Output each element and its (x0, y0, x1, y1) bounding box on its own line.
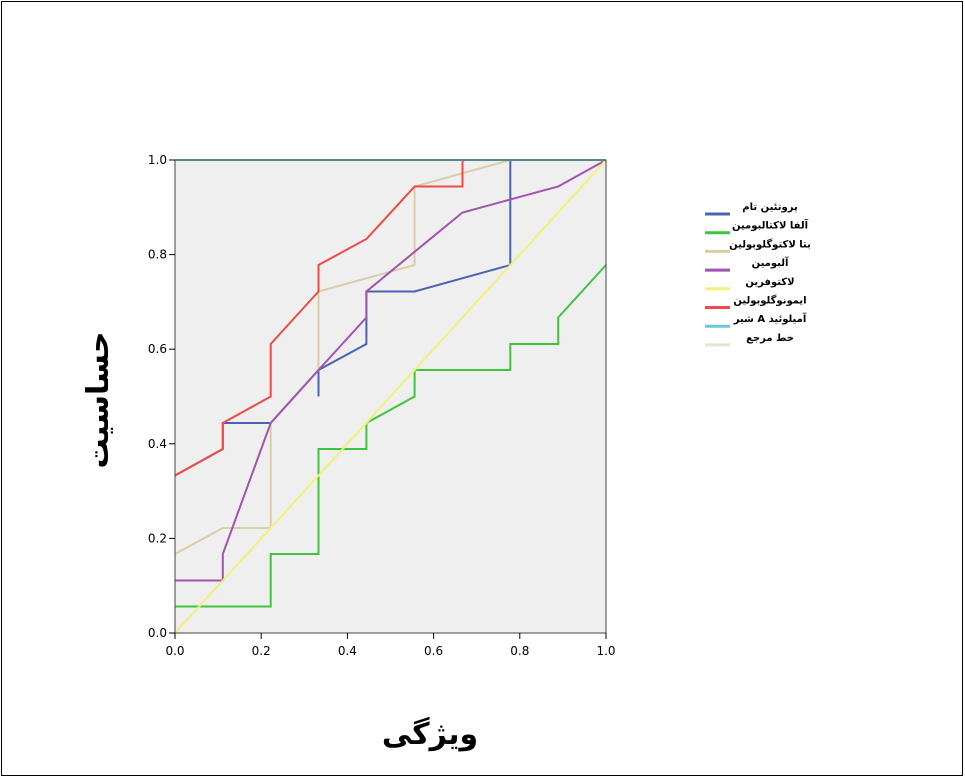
plot-border (174, 159, 607, 634)
y-tick-label: 0.0 (148, 626, 167, 640)
y-axis-label: حساسیت (81, 332, 116, 469)
x-tick-label: 0.8 (510, 644, 529, 658)
y-tick-label: 0.4 (148, 437, 167, 451)
y-tick-label: 0.8 (148, 248, 167, 262)
x-tick-label: 1.0 (596, 644, 615, 658)
legend-label-2: بتا لاکتوگلوبولین (729, 237, 811, 250)
x-tick-label: 0.4 (338, 644, 357, 658)
x-tick-label: 0.6 (424, 644, 443, 658)
y-tick-label: 0.2 (148, 531, 167, 545)
legend-label-5: ایمونوگلوبولین (733, 294, 806, 307)
series-line-4 (174, 159, 607, 634)
legend-label-1: آلفا لاکتالبومین (732, 219, 809, 232)
x-tick-label: 0.0 (165, 644, 184, 658)
legend-label-6: آمیلوئید A شیر (733, 312, 807, 325)
series-line-3 (175, 159, 607, 582)
series-line-5 (174, 159, 606, 477)
y-tick-label: 1.0 (148, 153, 167, 167)
legend-label-3: آلبومین (752, 256, 789, 269)
legend-label-0: پروتئین تام (742, 202, 798, 213)
x-axis-label: ویژگی (382, 716, 478, 752)
y-tick-label: 0.6 (148, 342, 167, 356)
series-line-1 (175, 264, 607, 608)
legend-label-4: لاکتوفرین (745, 277, 794, 288)
legend-label-7: خط مرجع (746, 333, 794, 344)
x-tick-label: 0.2 (252, 644, 271, 658)
